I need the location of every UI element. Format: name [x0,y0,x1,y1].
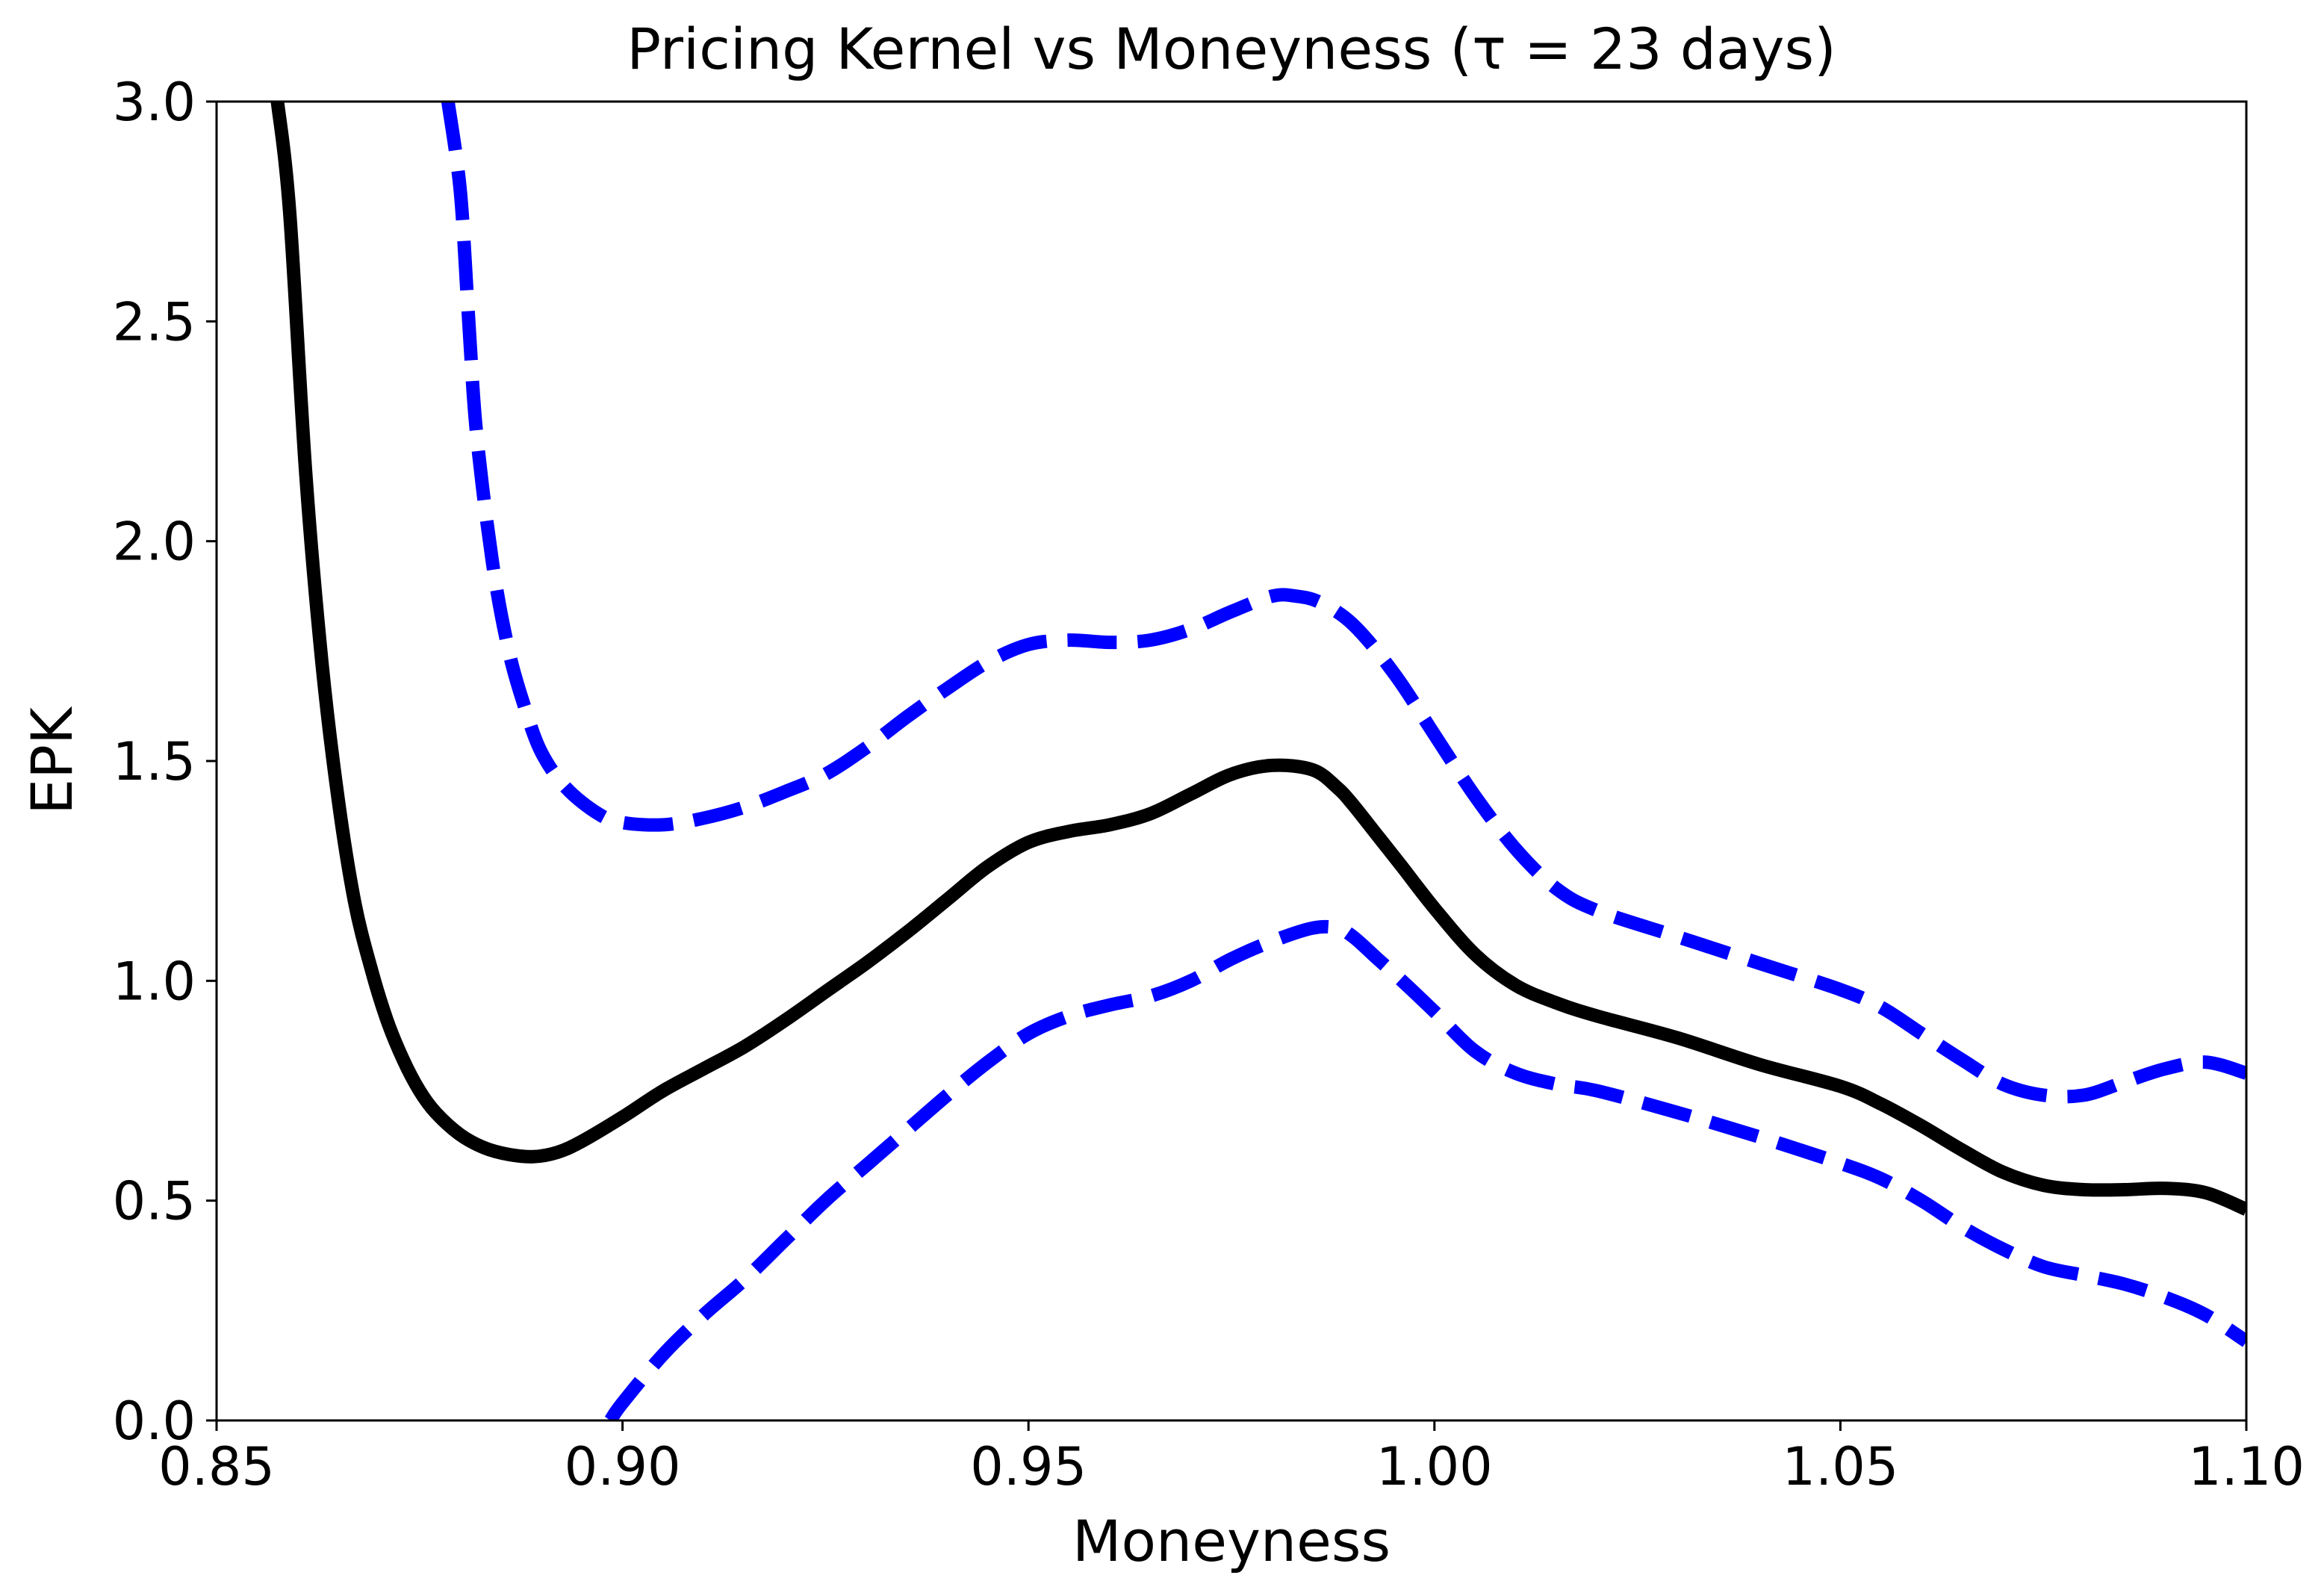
y-tick-label: 2.0 [113,512,196,573]
upper-bound-line [441,102,2246,1104]
y-tick-label: 1.0 [113,951,196,1012]
x-tick-label: 0.90 [565,1436,681,1497]
x-axis-label: Moneyness [1072,1508,1391,1574]
y-axis-ticks: 0.0 0.5 1.0 1.5 2.0 2.5 3.0 [113,72,217,1452]
x-tick-label: 0.85 [158,1436,275,1497]
y-tick-label: 0.0 [113,1391,196,1452]
x-tick-label: 1.05 [1782,1436,1898,1497]
y-axis-label: EPK [19,706,85,815]
y-tick-label: 2.5 [113,291,196,353]
x-tick-label: 1.10 [2188,1436,2305,1497]
chart-title: Pricing Kernel vs Moneyness (τ = 23 days… [627,16,1836,82]
x-tick-label: 1.00 [1376,1436,1493,1497]
x-tick-label: 0.95 [970,1436,1087,1497]
x-axis-ticks: 0.85 0.90 0.95 1.00 1.05 1.10 [158,1420,2305,1497]
epk-line [270,102,2246,1216]
series-layer [270,102,2246,1420]
y-tick-label: 1.5 [113,731,196,792]
y-tick-label: 3.0 [113,72,196,133]
plot-frame [215,100,2248,1422]
lower-bound-line [604,919,2246,1420]
y-tick-label: 0.5 [113,1171,196,1232]
plot-area [270,102,2246,1420]
